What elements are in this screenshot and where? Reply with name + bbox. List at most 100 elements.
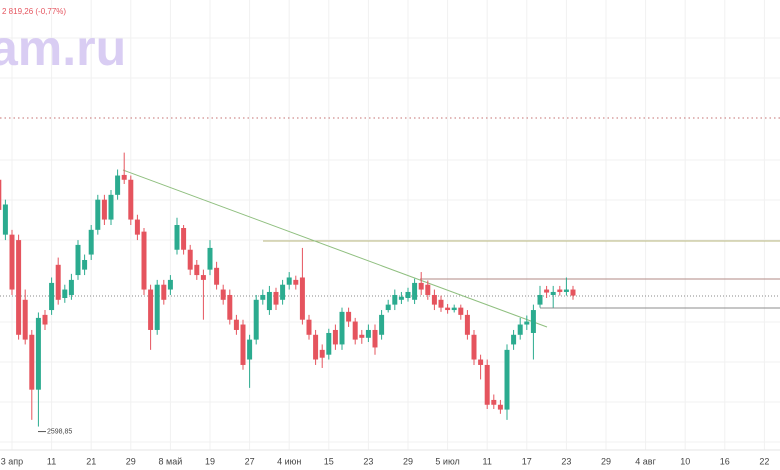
x-tick-label: 15: [324, 456, 334, 466]
candle-body: [108, 194, 114, 220]
candle-body: [359, 334, 365, 338]
candle-body: [273, 291, 279, 305]
candle-body: [227, 294, 233, 320]
candle-body: [385, 304, 391, 311]
candle-body: [68, 279, 74, 295]
candle-body: [2, 204, 8, 235]
candle-body: [95, 199, 101, 230]
candle-body: [141, 231, 147, 290]
candle-body: [405, 291, 411, 298]
x-tick-label: 4 июн: [277, 456, 301, 466]
candle-body: [550, 291, 556, 295]
candle-body: [563, 289, 569, 292]
candle-body: [207, 247, 213, 270]
candle-body: [115, 175, 121, 195]
candle-body: [570, 289, 576, 296]
candle-body: [181, 228, 187, 250]
candle-body: [517, 324, 523, 335]
candle-body: [174, 225, 180, 250]
candle-body: [445, 307, 451, 311]
candle-body: [121, 174, 127, 180]
candle-body: [524, 321, 530, 325]
candle-body: [128, 179, 134, 220]
candle-body: [339, 311, 345, 345]
candle-body: [326, 332, 332, 355]
candle-body: [511, 334, 517, 345]
x-tick-label: 21: [86, 456, 96, 466]
candle-body: [154, 284, 160, 330]
price-header: 2 819,26 (-0,77%): [2, 7, 66, 16]
candle-body: [478, 359, 484, 365]
x-tick-label: 10: [680, 456, 690, 466]
x-tick-label: 23: [561, 456, 571, 466]
candle-body: [167, 279, 173, 290]
candle-body: [332, 329, 338, 345]
annotation-label: 2598,85: [47, 428, 72, 435]
candle-body: [346, 311, 352, 322]
candle-body: [260, 294, 266, 300]
candle-body: [379, 314, 385, 335]
candle-body: [49, 282, 55, 311]
candle-body: [299, 277, 305, 320]
x-tick-label: 8 май: [159, 456, 183, 466]
x-tick-label: 11: [47, 456, 56, 466]
candle-body: [372, 329, 378, 348]
x-tick-label: 11: [483, 456, 492, 466]
candle-body: [412, 282, 418, 300]
candle-body: [194, 264, 200, 276]
candle-body: [544, 289, 550, 293]
x-tick-label: 22: [759, 456, 769, 466]
grid: [0, 0, 780, 450]
candle-body: [200, 275, 206, 280]
candle-body: [293, 279, 299, 285]
candle-body: [101, 199, 107, 220]
candle-body: [42, 314, 48, 325]
candle-body: [352, 321, 358, 340]
candle-body: [530, 310, 536, 333]
candle-body: [557, 289, 563, 292]
candle-body: [88, 229, 94, 255]
candle-body: [240, 324, 246, 365]
candle-body: [9, 234, 15, 290]
candle-body: [187, 249, 193, 270]
candle-body: [286, 277, 292, 285]
x-tick-label: 23: [363, 456, 373, 466]
candle-body: [253, 299, 259, 340]
x-tick-label: 3 апр: [1, 456, 23, 466]
x-tick-label: 17: [522, 456, 532, 466]
candle-body: [418, 282, 424, 290]
candle-body: [438, 299, 444, 308]
candle-body: [247, 339, 253, 360]
candle-body: [266, 291, 272, 311]
x-tick-label: 19: [205, 456, 215, 466]
candle-body: [451, 307, 457, 311]
candle-body: [398, 296, 404, 300]
candle-body: [29, 334, 35, 390]
candle-body: [22, 299, 28, 340]
candle-body: [148, 289, 154, 330]
candle-body: [319, 349, 325, 358]
x-tick-label: 29: [403, 456, 413, 466]
candle-body: [82, 259, 88, 270]
x-tick-label: 27: [245, 456, 255, 466]
x-tick-label: 16: [720, 456, 730, 466]
candle-body: [75, 244, 81, 276]
candle-body: [233, 319, 239, 330]
candle-body: [431, 294, 437, 305]
candle-body: [35, 317, 41, 390]
candle-body: [306, 319, 312, 335]
candle-body: [425, 284, 431, 295]
candle-body: [313, 334, 319, 360]
candle-body: [134, 219, 140, 235]
x-tick-label: 29: [601, 456, 611, 466]
candle-body: [497, 404, 503, 410]
candle-body: [0, 179, 2, 210]
candle-body: [484, 364, 490, 405]
candle-body: [491, 399, 497, 405]
candle-body: [55, 264, 61, 300]
candle-body: [537, 294, 543, 305]
candle-body: [280, 284, 286, 300]
candle-body: [214, 267, 220, 285]
x-tick-label: 29: [126, 456, 136, 466]
